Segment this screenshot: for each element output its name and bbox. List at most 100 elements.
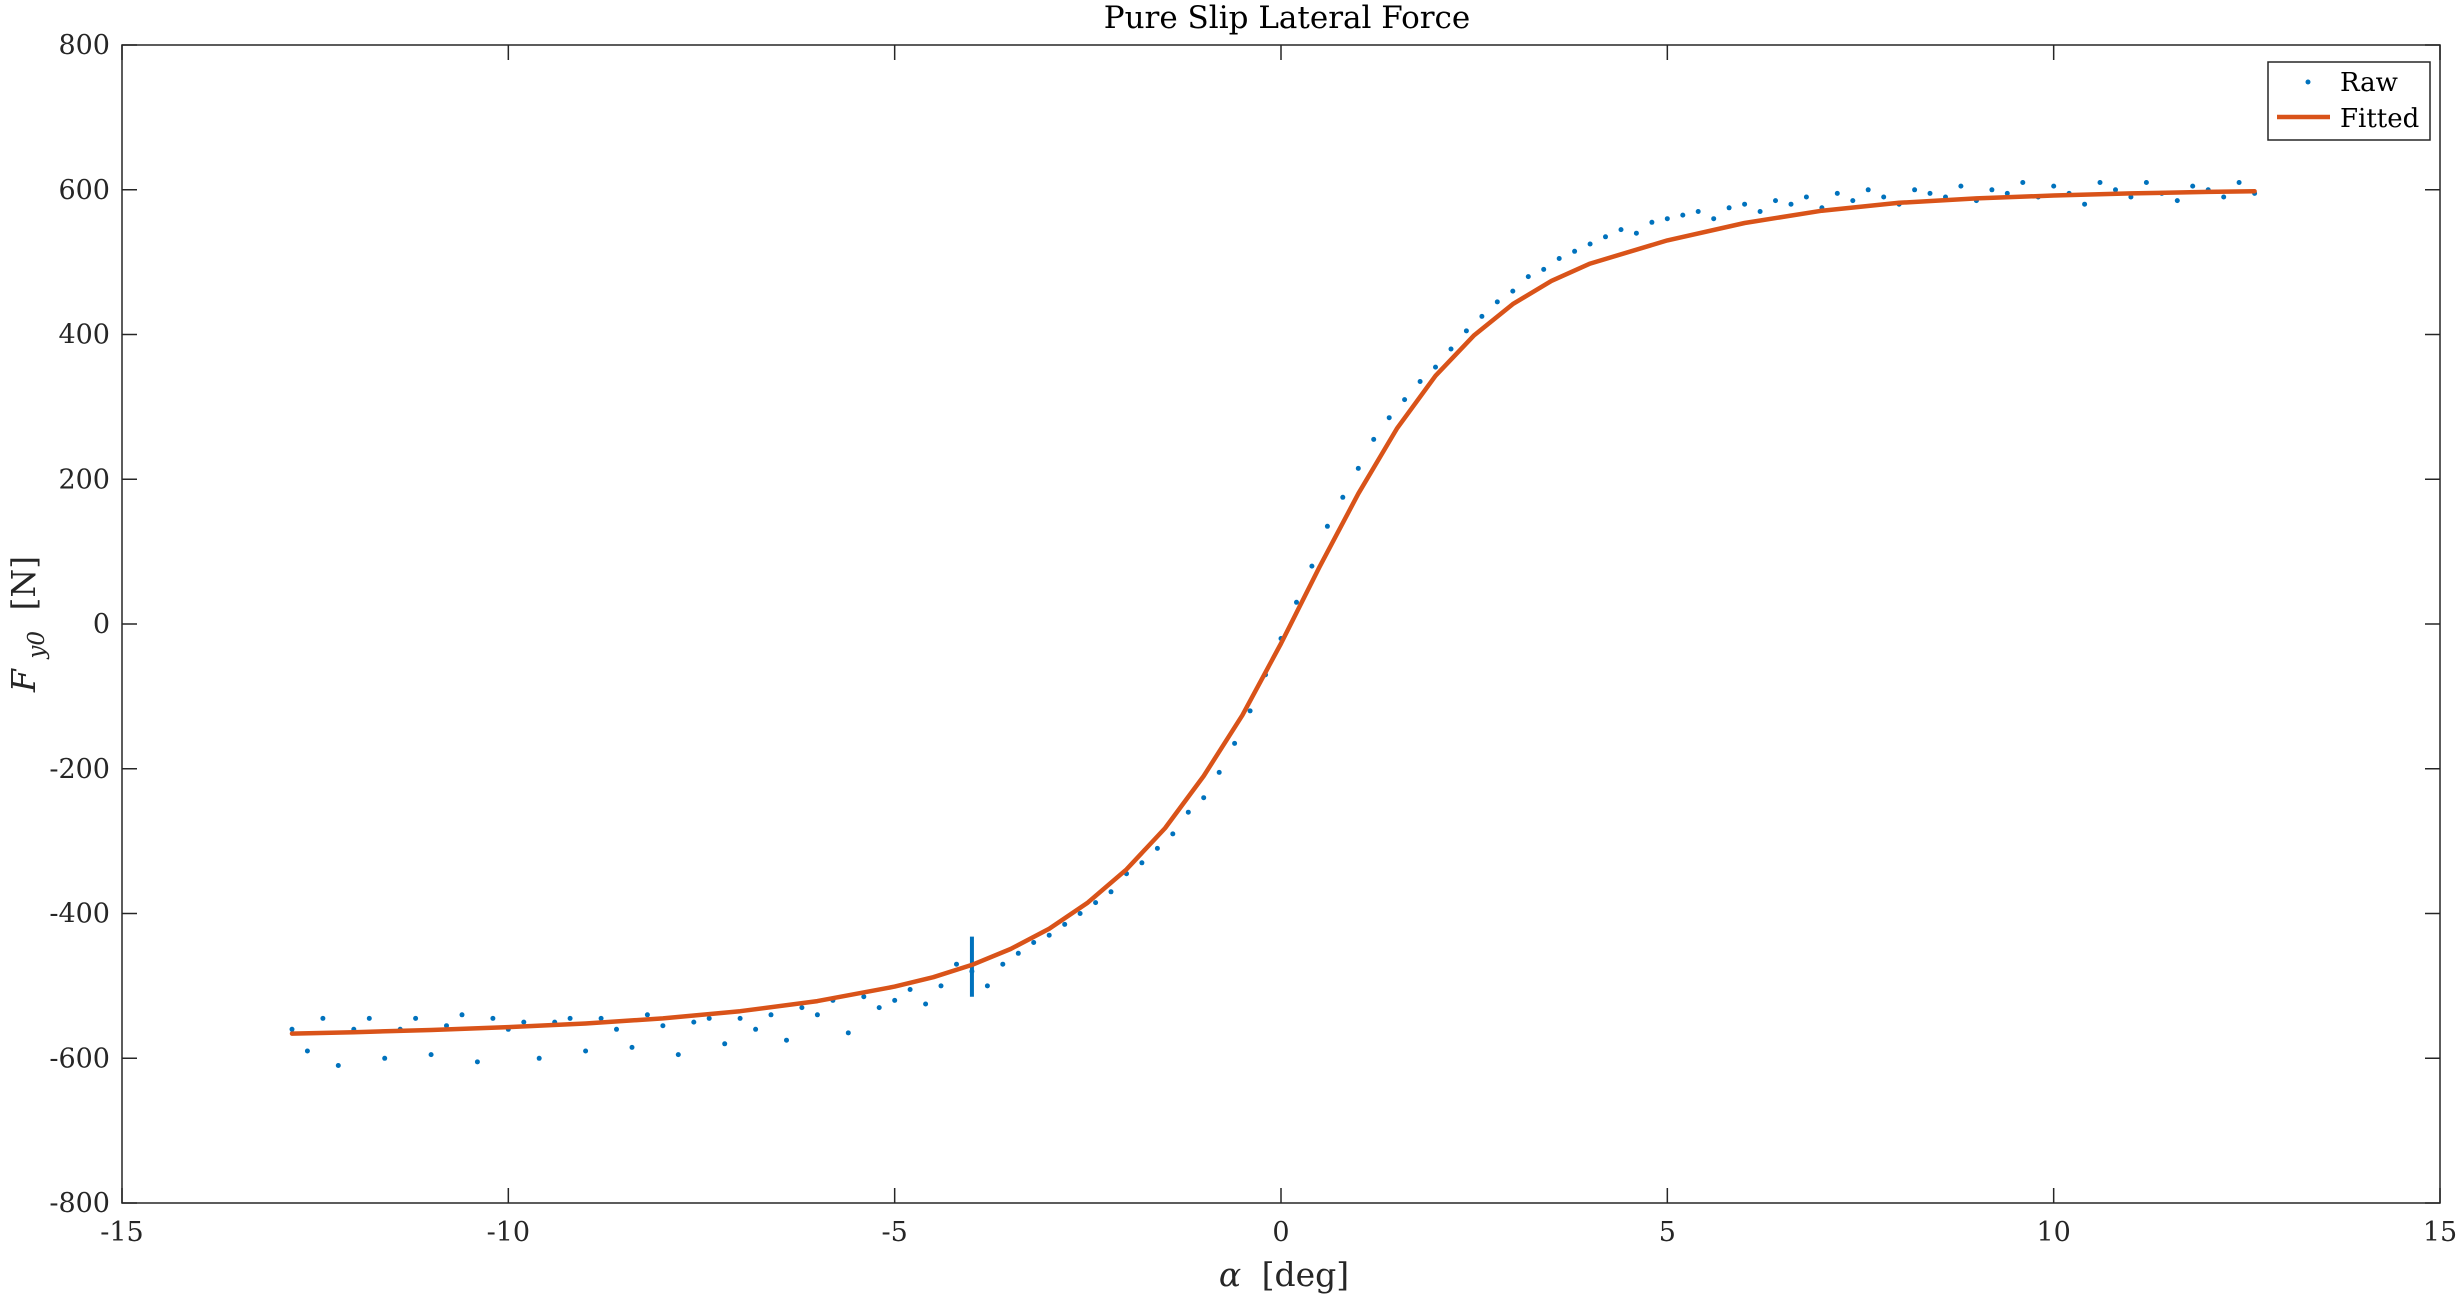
x-tick-label: -10 [487,1217,530,1248]
raw-data-point [1247,708,1253,714]
raw-data-point [2004,190,2010,196]
legend-box [2267,61,2431,141]
raw-data-point [474,1059,480,1065]
fitted-series-line [289,188,2257,1036]
raw-data-point [1726,205,1732,211]
raw-data-point [428,1052,434,1058]
raw-data-point [1912,187,1918,193]
raw-data-point [366,1015,372,1021]
raw-data-point [614,1026,619,1032]
raw-data-point [2190,183,2196,189]
raw-data-point [1773,198,1778,204]
y-tick-label: 0 [93,609,110,640]
raw-data-point [706,1015,712,1021]
raw-data-point [1340,494,1346,500]
raw-data-point [753,1026,759,1032]
raw-data-point [1402,397,1408,403]
raw-data-point [567,1015,573,1021]
chart-title: Pure Slip Lateral Force [1104,0,1471,36]
raw-data-point [799,1005,805,1011]
raw-data-point [2051,183,2057,189]
y-tick-label: 400 [58,320,110,351]
raw-data-point [583,1048,589,1054]
x-tick-label: 10 [2036,1217,2070,1248]
raw-data-point [1742,201,1748,207]
x-axis: -15 -10 -5 0 5 10 15 [100,45,2457,1248]
raw-data-point [1232,740,1238,746]
raw-data-point [1154,845,1160,851]
raw-data-point [814,1012,820,1018]
raw-data-point [1865,187,1871,193]
legend-raw-label: Raw [2340,68,2398,98]
raw-data-point [629,1044,635,1050]
x-tick-label: 0 [1272,1217,1289,1248]
y-axis: -800 -600 -400 -200 0 200 400 600 800 [49,30,2440,1219]
raw-data-point [876,1005,882,1011]
raw-data-point [490,1015,496,1021]
raw-data-point [1185,809,1191,815]
y-axis-label: F y0 [N] [4,556,52,693]
raw-data-point [459,1012,465,1018]
raw-data-point [1201,795,1207,801]
raw-data-point [1324,523,1330,529]
raw-data-point [1355,465,1361,471]
raw-data-point [1757,209,1763,214]
raw-data-point [861,994,867,1000]
y-tick-label: -200 [49,754,110,785]
raw-data-point [304,1048,310,1054]
raw-data-point [1834,190,1840,196]
raw-data-point [1294,599,1299,605]
raw-data-point [1633,230,1639,236]
raw-data-point [1386,415,1392,421]
raw-data-point [1031,940,1037,945]
raw-data-point [1309,563,1315,569]
raw-series [289,180,2258,1068]
raw-data-point [1479,313,1485,319]
raw-data-point [1108,889,1114,895]
plot-area: -15 -10 -5 0 5 10 15 -800 -600 -400 -200 0 200 400 60… [49,30,2457,1248]
raw-data-point [1525,274,1531,280]
raw-data-point [2236,180,2242,185]
raw-data-point [660,1023,666,1029]
raw-data-point [1649,219,1655,225]
raw-data-point [2082,201,2088,207]
raw-data-point [1494,299,1500,305]
raw-data-point [2113,187,2118,193]
raw-data-point [1139,860,1145,866]
raw-data-point [2128,194,2134,200]
raw-data-point [938,983,944,989]
raw-data-point [1062,921,1068,927]
raw-data-point [320,1015,326,1021]
raw-data-point [1695,209,1701,214]
raw-data-point [335,1063,341,1068]
raw-data-point [907,987,913,992]
raw-data-point [644,1012,650,1018]
raw-data-point [382,1055,388,1061]
raw-data-point [413,1015,419,1021]
raw-data-point [1093,900,1099,906]
raw-data-point [1881,194,1887,200]
raw-data-point [1448,346,1454,352]
raw-data-point [784,1037,789,1043]
raw-data-point [1371,436,1377,442]
y-tick-label: -600 [49,1043,110,1074]
x-tick-label: -5 [882,1217,908,1248]
raw-data-point [2097,180,2103,185]
raw-data-point [1803,194,1809,200]
raw-data-point [2020,180,2026,185]
raw-data-point [1850,198,1856,204]
x-tick-label: -15 [100,1217,143,1248]
raw-data-point [892,997,898,1003]
x-axis-label-unit: [deg] [1262,1255,1350,1294]
y-tick-label: -800 [49,1188,110,1219]
raw-data-point [289,1026,295,1032]
raw-data-point [984,983,990,989]
raw-data-point [1463,328,1469,334]
raw-data-point [722,1041,728,1047]
raw-data-point [1046,932,1052,938]
x-axis-label: α [deg] [1219,1255,1349,1294]
raw-data-point [1216,769,1222,775]
raw-data-point [1788,201,1794,207]
x-tick-label: 5 [1659,1217,1676,1248]
